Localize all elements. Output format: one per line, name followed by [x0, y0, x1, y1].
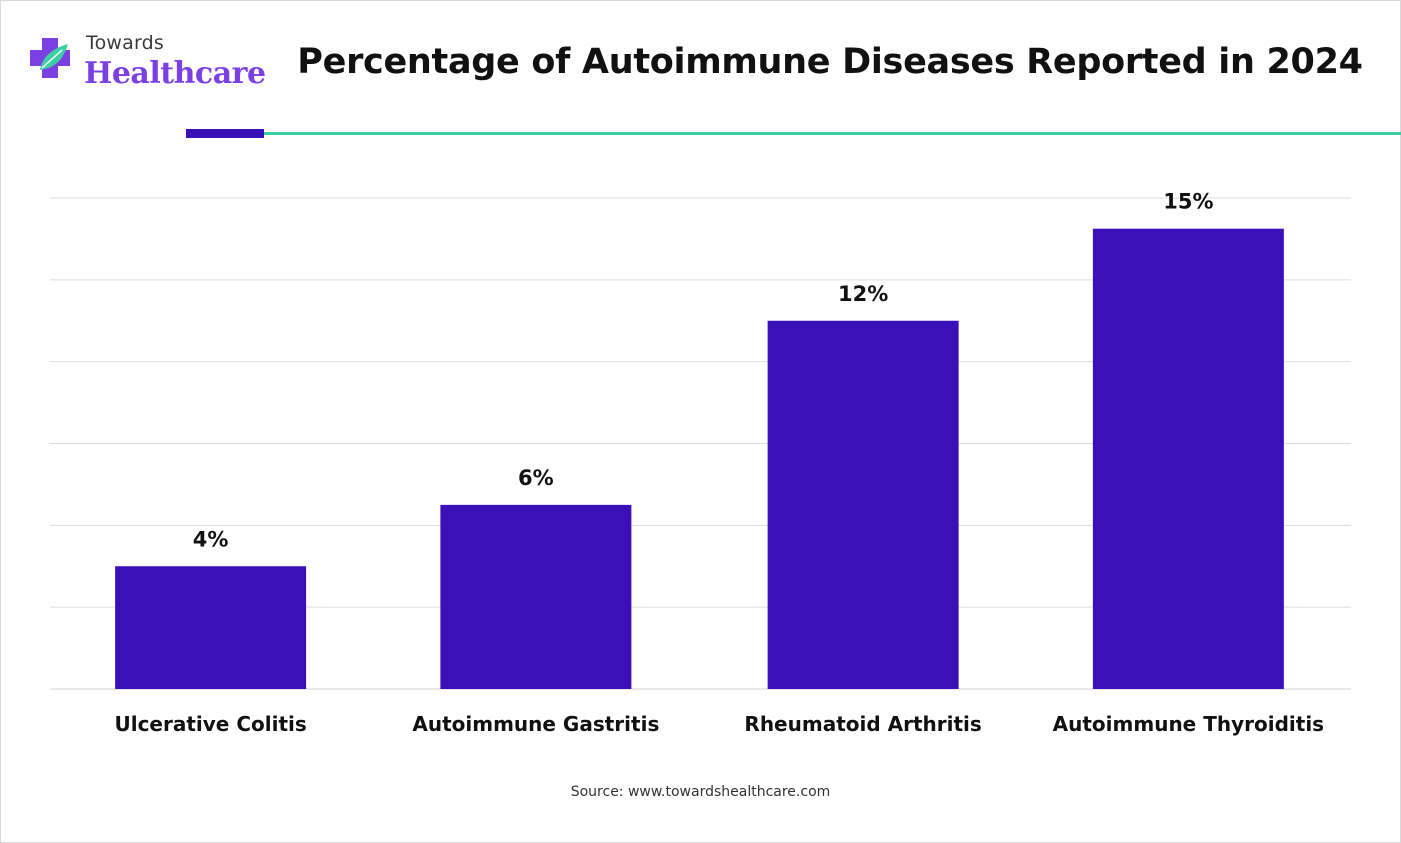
bar-ulcerative-colitis [115, 566, 307, 689]
medical-cross-leaf-icon [30, 38, 70, 78]
logo-text-towards: Towards [86, 32, 165, 54]
bar-autoimmune-thyroiditis [1092, 228, 1284, 689]
data-label: 4% [193, 527, 229, 551]
bar-autoimmune-gastritis [440, 504, 632, 689]
x-tick-label: Rheumatoid Arthritis [744, 712, 981, 736]
title-underline [186, 132, 1401, 135]
chart-title: Percentage of Autoimmune Diseases Report… [297, 42, 1363, 82]
data-label: 15% [1163, 190, 1213, 214]
x-tick-label: Autoimmune Gastritis [412, 712, 659, 736]
brand-logo: Towards Healthcare [28, 30, 268, 100]
data-label: 12% [838, 282, 888, 306]
x-tick-label: Autoimmune Thyroiditis [1053, 712, 1324, 736]
x-tick-label: Ulcerative Colitis [114, 712, 306, 736]
logo-text-healthcare: Healthcare [84, 56, 266, 91]
title-underline-accent [186, 129, 264, 138]
source-note: Source: www.towardshealthcare.com [570, 784, 831, 800]
data-label: 6% [518, 466, 554, 490]
bar-rheumatoid-arthritis [767, 320, 959, 689]
